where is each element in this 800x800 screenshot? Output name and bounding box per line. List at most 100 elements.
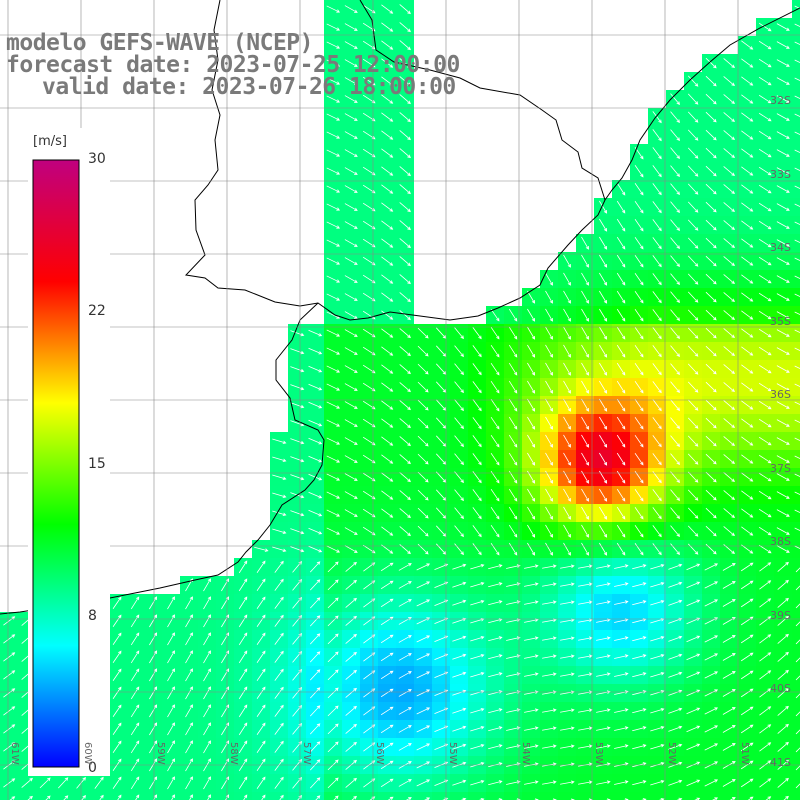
wind-arrow — [3, 688, 16, 698]
wind-arrow — [668, 671, 683, 678]
wind-arrow — [344, 257, 358, 265]
wind-arrow — [563, 488, 571, 502]
wind-arrow — [759, 778, 772, 788]
wind-arrow — [327, 633, 339, 645]
wind-arrow — [632, 564, 647, 570]
wind-arrow — [652, 417, 662, 430]
wind-arrow — [776, 149, 790, 157]
wind-arrow — [676, 797, 683, 800]
wind-arrow — [794, 95, 800, 99]
wind-arrow — [167, 596, 175, 610]
wind-arrow — [723, 184, 735, 195]
wind-arrow — [723, 94, 735, 105]
wind-arrow — [758, 184, 772, 194]
lon-label: 54W — [520, 742, 531, 765]
wind-arrow — [308, 347, 323, 355]
wind-arrow — [417, 381, 429, 393]
wind-arrow — [545, 398, 553, 412]
wind-arrow — [344, 185, 358, 193]
wind-arrow — [723, 382, 735, 393]
wind-arrow — [472, 453, 482, 466]
wind-arrow — [560, 654, 575, 659]
wind-arrow — [705, 183, 717, 195]
wind-arrow — [687, 111, 699, 123]
lat-label: 38S — [770, 535, 791, 548]
wind-arrow — [758, 364, 772, 374]
wind-arrow — [167, 722, 175, 736]
speed-cell — [594, 792, 612, 800]
wind-arrow — [345, 669, 357, 680]
wind-arrow — [508, 344, 518, 358]
wind-arrow — [506, 780, 521, 785]
wind-arrow — [723, 256, 735, 267]
wind-arrow — [599, 398, 608, 412]
wind-arrow — [309, 633, 321, 645]
wind-arrow — [508, 416, 518, 430]
wind-arrow — [399, 454, 411, 465]
speed-cell — [792, 288, 800, 306]
wind-arrow — [741, 184, 754, 194]
wind-arrow — [723, 472, 735, 483]
wind-arrow — [380, 562, 394, 572]
wind-arrow — [705, 291, 717, 303]
wind-arrow — [527, 380, 536, 394]
wind-arrow — [794, 149, 800, 153]
wind-arrow — [167, 614, 175, 628]
wind-arrow — [381, 436, 394, 446]
wind-arrow — [599, 362, 608, 376]
wind-arrow — [490, 434, 500, 448]
wind-arrow — [776, 185, 790, 193]
wind-arrow — [776, 293, 790, 301]
wind-arrow — [417, 435, 429, 447]
wind-arrow — [308, 365, 323, 373]
wind-arrow — [256, 722, 266, 736]
wind-arrow — [686, 563, 701, 571]
wind-arrow — [472, 399, 482, 412]
speed-cell — [792, 108, 800, 126]
wind-arrow — [454, 363, 464, 376]
wind-arrow — [652, 489, 662, 502]
wind-arrow — [722, 635, 736, 643]
wind-arrow — [454, 453, 464, 466]
wind-arrow — [27, 795, 33, 800]
wind-arrow — [741, 526, 754, 536]
wind-arrow — [326, 509, 341, 517]
wind-arrow — [776, 59, 790, 67]
wind-arrow — [274, 740, 284, 753]
wind-arrow — [399, 382, 411, 393]
wind-arrow — [256, 650, 266, 664]
wind-arrow — [741, 220, 754, 230]
wind-arrow — [399, 256, 411, 267]
wind-arrow — [652, 453, 662, 466]
wind-arrow — [542, 636, 557, 641]
wind-arrow — [650, 599, 665, 606]
wind-arrow — [776, 401, 790, 409]
wind-arrow — [308, 437, 323, 445]
wind-arrow — [274, 596, 284, 609]
wind-arrow — [668, 635, 683, 642]
speed-cell — [792, 504, 800, 522]
wind-arrow — [740, 670, 754, 680]
wind-arrow — [326, 527, 341, 535]
wind-arrow — [686, 779, 701, 787]
wind-arrow — [542, 780, 557, 785]
wind-arrow — [399, 436, 411, 447]
wind-arrow — [488, 636, 503, 642]
wind-arrow — [777, 669, 789, 680]
wind-arrow — [723, 490, 735, 501]
wind-arrow — [687, 363, 699, 375]
wind-arrow — [490, 452, 500, 466]
wind-arrow — [652, 183, 662, 196]
wind-arrow — [704, 653, 719, 661]
wind-arrow — [776, 23, 790, 31]
wind-arrow — [581, 236, 589, 250]
wind-arrow — [599, 542, 608, 556]
wind-arrow — [795, 585, 800, 591]
wind-arrow — [399, 328, 411, 339]
wind-arrow — [326, 239, 341, 247]
wind-arrow — [758, 22, 772, 32]
wind-arrow — [795, 639, 800, 645]
wind-arrow — [563, 380, 571, 394]
wind-arrow — [705, 435, 717, 447]
wind-arrow — [722, 671, 736, 679]
